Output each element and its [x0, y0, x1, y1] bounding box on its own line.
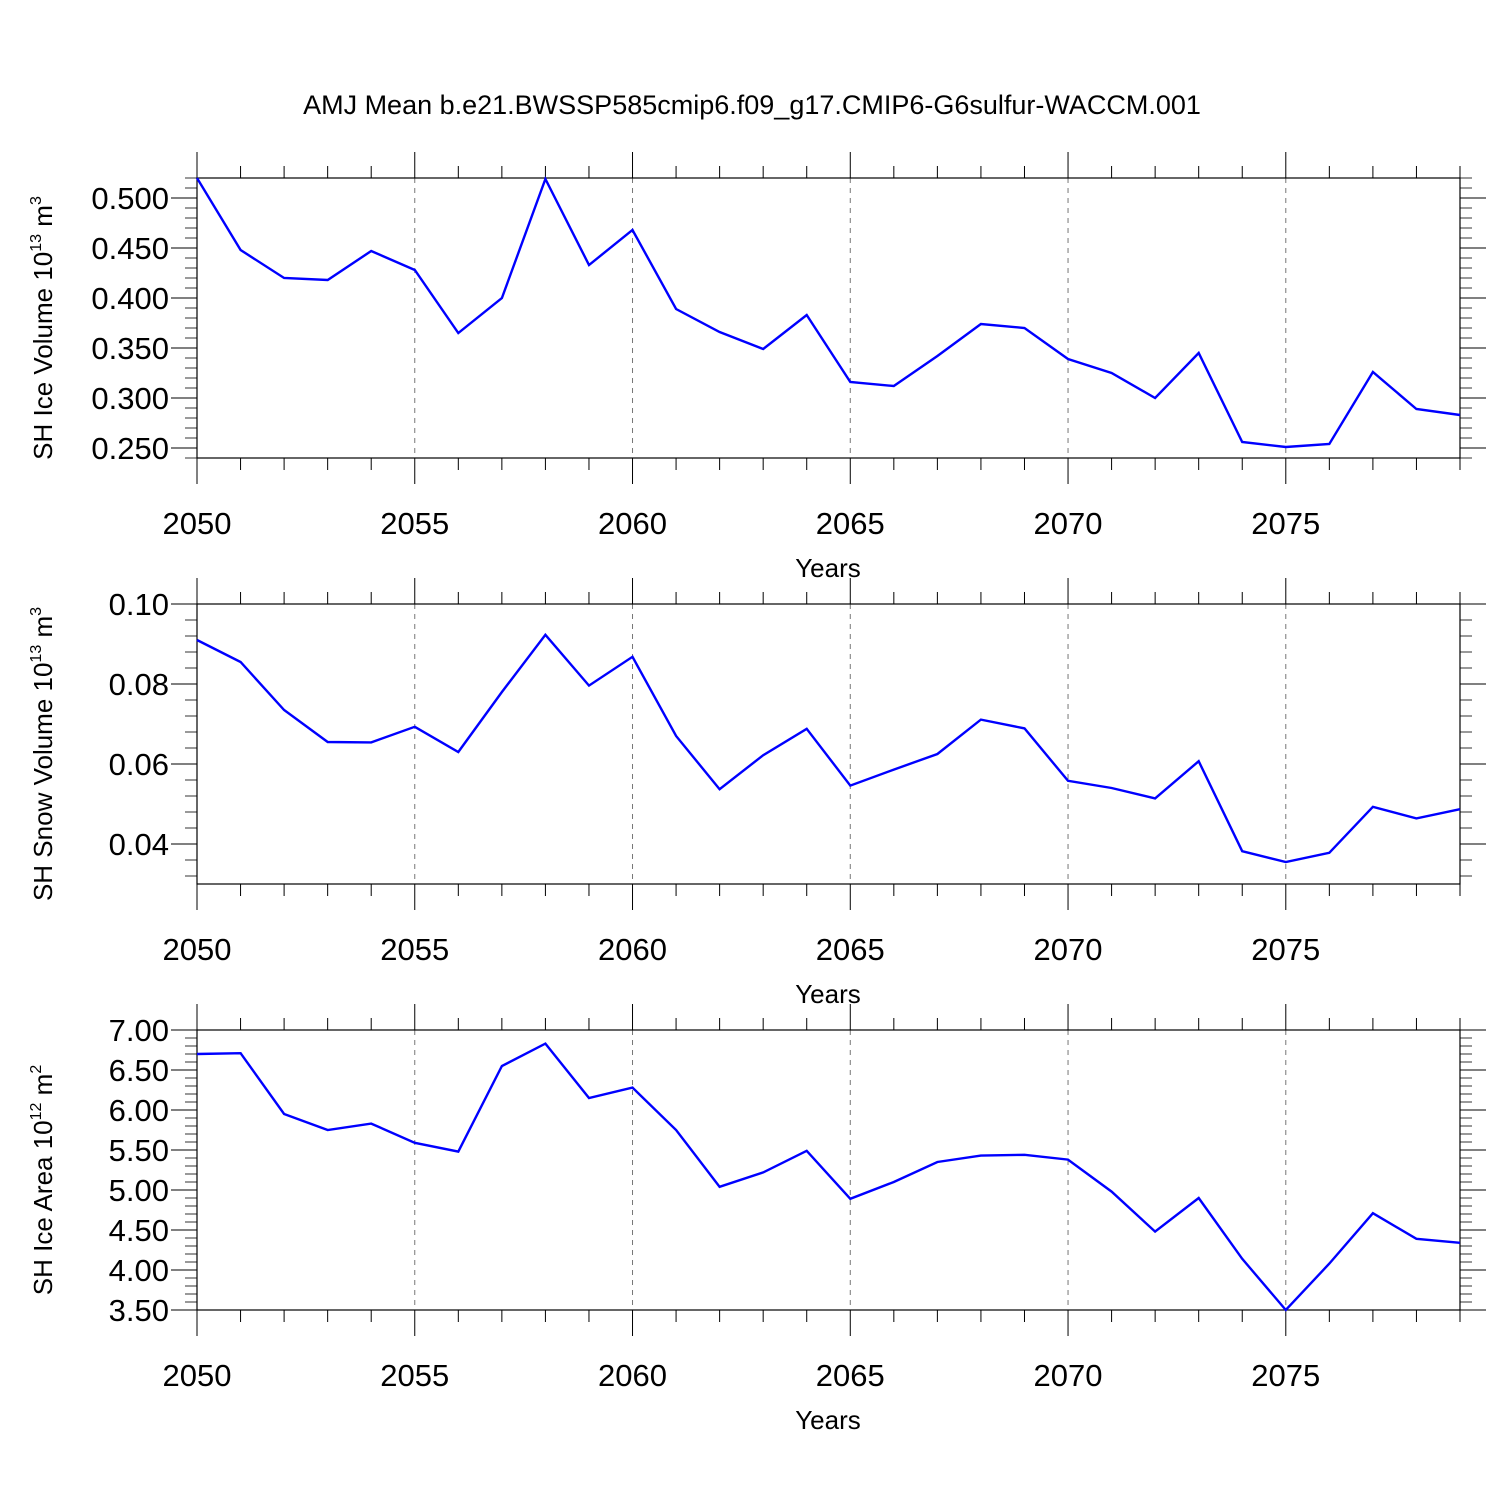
series-line	[196, 1042, 1461, 1312]
x-tick-label: 2060	[598, 932, 667, 967]
x-tick-label: 2075	[1251, 506, 1320, 541]
y-axis-label-superscript: 3	[28, 607, 45, 616]
y-axis-label-superscript: 2	[28, 1065, 45, 1074]
x-tick-label: 2070	[1034, 932, 1103, 967]
y-axis-label: SH Ice Area 1012 m2	[28, 1065, 58, 1296]
x-tick-label: 2050	[163, 932, 232, 967]
x-tick-label: 2065	[816, 506, 885, 541]
y-tick-label: 7.00	[109, 1013, 169, 1048]
y-axis-label: SH Snow Volume 1013 m3	[28, 607, 58, 901]
y-axis-label-part: SH Ice Area 10	[28, 1120, 58, 1295]
plot-frame	[196, 177, 1461, 459]
y-axis-label-part: m	[28, 616, 58, 645]
x-tick-label: 2070	[1034, 1358, 1103, 1393]
y-tick-label: 0.06	[109, 747, 169, 782]
series-line	[195, 175, 1461, 449]
x-tick-label: 2070	[1034, 506, 1103, 541]
y-tick-label: 0.400	[91, 281, 169, 316]
panel-2: 0.04 0.06 0.08 0.10 2050 2055 2060 2065 2070 2075…	[28, 578, 1486, 1009]
y-tick-label: 5.00	[109, 1173, 169, 1208]
x-tick-label: 2060	[598, 1358, 667, 1393]
y-tick-label: 0.300	[91, 381, 169, 416]
x-tick-label: 2050	[163, 506, 232, 541]
y-tick-label: 5.50	[109, 1133, 169, 1168]
plot-frame	[196, 603, 1461, 885]
x-axis-label: Years	[795, 979, 861, 1009]
y-axis-label-part: m	[28, 205, 58, 234]
y-axis-label-superscript: 13	[28, 234, 45, 252]
y-axis-label-superscript: 3	[28, 196, 45, 205]
y-tick-label: 6.00	[109, 1093, 169, 1128]
x-tick-label: 2075	[1251, 1358, 1320, 1393]
y-tick-label: 0.250	[91, 431, 169, 466]
x-tick-label: 2055	[380, 506, 449, 541]
y-axis-label-part: SH Ice Volume 10	[28, 252, 58, 460]
x-tick-label: 2065	[816, 932, 885, 967]
y-tick-label: 6.50	[109, 1053, 169, 1088]
y-axis-label-superscript: 13	[28, 645, 45, 663]
y-axis-label: SH Ice Volume 1013 m3	[28, 196, 58, 460]
x-tick-label: 2050	[163, 1358, 232, 1393]
series-line	[196, 632, 1461, 864]
y-tick-label: 0.500	[91, 181, 169, 216]
x-axis-label: Years	[795, 1405, 861, 1435]
plot-frame	[196, 1029, 1461, 1311]
x-tick-label: 2055	[380, 1358, 449, 1393]
y-tick-label: 0.04	[109, 827, 169, 862]
x-tick-label: 2065	[816, 1358, 885, 1393]
x-axis-label: Years	[795, 553, 861, 583]
y-tick-label: 4.50	[109, 1213, 169, 1248]
y-tick-label: 0.450	[91, 231, 169, 266]
panel-1: 0.250 0.300 0.350 0.400 0.450 0.500 2050 2055 20…	[28, 152, 1486, 583]
y-axis-label-part: SH Snow Volume 10	[28, 663, 58, 901]
y-tick-label: 0.350	[91, 331, 169, 366]
x-tick-label: 2075	[1251, 932, 1320, 967]
y-axis-label-part: m	[28, 1074, 58, 1103]
panel-3: 3.50 4.00 4.50 5.00 5.50 6.00 6.50 7.00 2050 2055…	[28, 1004, 1486, 1435]
figure-title: AMJ Mean b.e21.BWSSP585cmip6.f09_g17.CMI…	[303, 90, 1201, 120]
x-tick-label: 2055	[380, 932, 449, 967]
y-tick-label: 3.50	[109, 1293, 169, 1328]
y-tick-label: 0.08	[109, 667, 169, 702]
x-tick-label: 2060	[598, 506, 667, 541]
y-tick-label: 0.10	[109, 587, 169, 622]
y-axis-label-superscript: 12	[28, 1102, 45, 1120]
y-tick-label: 4.00	[109, 1253, 169, 1288]
